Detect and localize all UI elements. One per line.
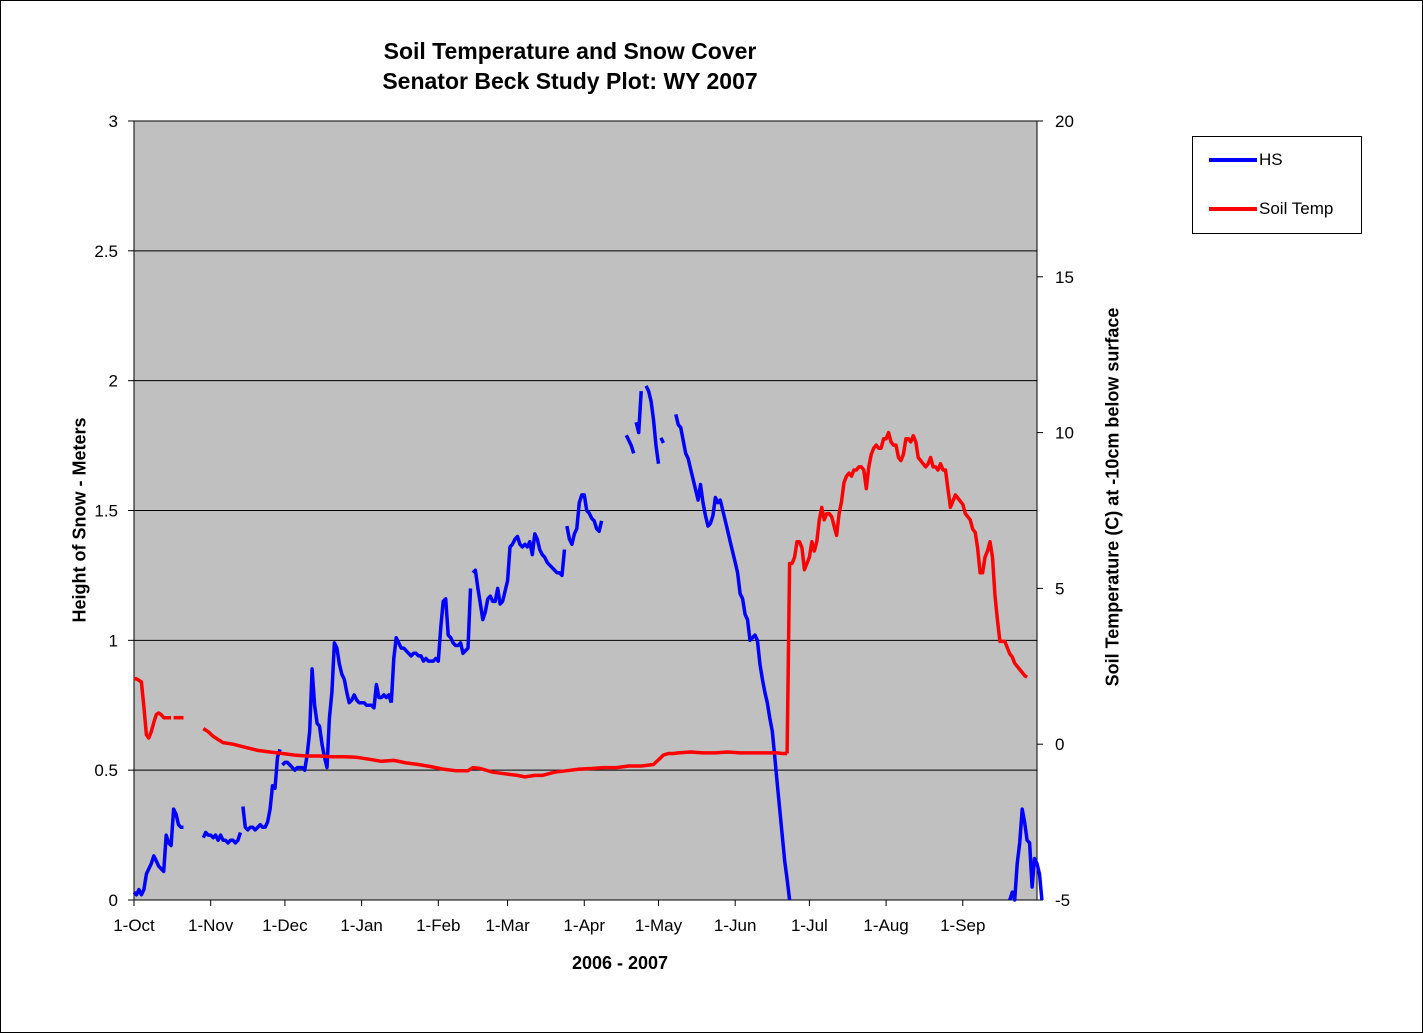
series-line-soil-temp bbox=[785, 430, 1029, 754]
y-right-tick-label: 0 bbox=[1055, 735, 1064, 754]
axes: 0 0.5 1 1.5 2 2.5 3 -5 0 5 10 15 20 1-Oct 1-Nov 1-Dec 1-… bbox=[94, 112, 1074, 935]
y-left-tick-label: 3 bbox=[109, 112, 118, 131]
series-line-hs bbox=[471, 532, 567, 622]
series-line-hs bbox=[674, 413, 792, 901]
series-line-hs bbox=[1008, 807, 1044, 902]
series-line-hs bbox=[201, 830, 243, 845]
chart-subtitle: Senator Beck Study Plot: WY 2007 bbox=[382, 68, 758, 94]
x-tick-label: 1-Nov bbox=[188, 916, 234, 935]
y-axis-left-label: Height of Snow - Meters bbox=[69, 417, 90, 623]
x-tick-label: 1-Feb bbox=[416, 916, 460, 935]
gridlines bbox=[134, 120, 1037, 771]
series-line-hs bbox=[634, 390, 643, 435]
x-tick-label: 1-Jun bbox=[714, 916, 757, 935]
y-right-tick-label: 10 bbox=[1055, 424, 1074, 443]
series-line-hs bbox=[624, 434, 636, 454]
series-layer bbox=[132, 385, 1044, 902]
y-left-tick-label: 2.5 bbox=[94, 242, 118, 261]
y-right-tick-label: -5 bbox=[1055, 891, 1070, 910]
x-tick-label: 1-Dec bbox=[262, 916, 308, 935]
legend-label-hs: HS bbox=[1259, 150, 1283, 169]
x-tick-label: 1-Apr bbox=[563, 916, 605, 935]
chart-title: Soil Temperature and Snow Cover bbox=[383, 38, 757, 64]
series-line-hs bbox=[389, 588, 473, 703]
series-line-hs bbox=[644, 385, 661, 465]
y-left-tick-label: 0 bbox=[109, 891, 118, 910]
y-right-tick-label: 5 bbox=[1055, 579, 1064, 598]
legend: HS Soil Temp bbox=[1192, 136, 1362, 234]
x-tick-label: 1-Mar bbox=[485, 916, 530, 935]
x-tick-label: 1-Aug bbox=[863, 916, 908, 935]
y-right-tick-label: 20 bbox=[1055, 112, 1074, 131]
x-tick-label: 1-May bbox=[635, 916, 683, 935]
x-axis-label: 2006 - 2007 bbox=[571, 953, 669, 973]
y-right-tick-label: 15 bbox=[1055, 268, 1074, 287]
series-line-hs bbox=[281, 641, 393, 772]
legend-swatch-soil-temp bbox=[1209, 207, 1257, 211]
x-tick-label: 1-Jan bbox=[340, 916, 383, 935]
legend-item-soil-temp: Soil Temp bbox=[1209, 199, 1333, 219]
series-line-hs bbox=[241, 748, 282, 832]
x-tick-label: 1-Oct bbox=[113, 916, 155, 935]
series-line-soil-temp bbox=[134, 677, 172, 740]
series-line-soil-temp bbox=[202, 727, 788, 779]
x-tick-label: 1-Sep bbox=[940, 916, 985, 935]
legend-swatch-hs bbox=[1209, 158, 1257, 162]
series-line-hs bbox=[565, 493, 604, 547]
y-left-tick-label: 2 bbox=[109, 372, 118, 391]
x-tick-label: 1-Jul bbox=[791, 916, 828, 935]
series-line-hs bbox=[132, 807, 184, 897]
y-left-tick-label: 1 bbox=[109, 631, 118, 650]
legend-item-hs: HS bbox=[1209, 150, 1283, 170]
series-line-hs bbox=[659, 437, 665, 444]
y-left-tick-label: 0.5 bbox=[94, 761, 118, 780]
legend-label-soil-temp: Soil Temp bbox=[1259, 199, 1334, 218]
y-axis-right-label: Soil Temperature (C) at -10cm below surf… bbox=[1102, 307, 1123, 687]
y-left-tick-label: 1.5 bbox=[94, 502, 118, 521]
